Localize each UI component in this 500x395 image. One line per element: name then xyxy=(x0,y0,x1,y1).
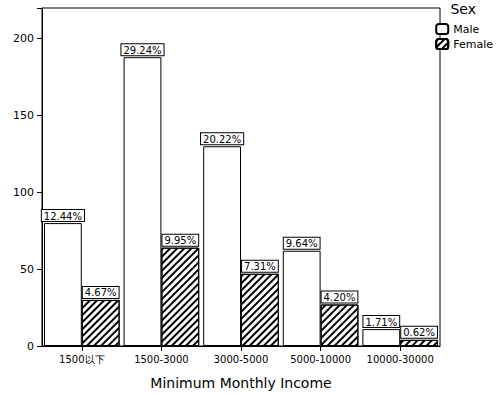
svg-text:200: 200 xyxy=(13,32,34,45)
svg-text:0.62%: 0.62% xyxy=(403,327,435,338)
svg-text:Sex: Sex xyxy=(450,1,476,17)
svg-text:1.71%: 1.71% xyxy=(365,317,397,328)
svg-text:7.31%: 7.31% xyxy=(244,261,276,272)
svg-text:Female: Female xyxy=(453,38,493,51)
svg-text:12.44%: 12.44% xyxy=(44,211,82,222)
svg-text:0: 0 xyxy=(27,340,34,353)
svg-text:1500以下: 1500以下 xyxy=(59,354,104,365)
svg-text:29.24%: 29.24% xyxy=(123,45,161,56)
svg-text:150: 150 xyxy=(13,109,34,122)
svg-text:Male: Male xyxy=(453,23,479,36)
svg-text:3000-5000: 3000-5000 xyxy=(214,354,269,365)
svg-text:50: 50 xyxy=(20,263,34,276)
svg-text:Minimum Monthly Income: Minimum Monthly Income xyxy=(150,375,331,391)
svg-text:100: 100 xyxy=(13,186,34,199)
svg-text:9.64%: 9.64% xyxy=(286,238,318,249)
svg-text:1500-3000: 1500-3000 xyxy=(134,354,189,365)
svg-text:4.20%: 4.20% xyxy=(324,292,356,303)
svg-text:4.67%: 4.67% xyxy=(85,287,117,298)
svg-text:10000-30000: 10000-30000 xyxy=(367,354,434,365)
svg-text:9.95%: 9.95% xyxy=(164,235,196,246)
svg-text:5000-10000: 5000-10000 xyxy=(290,354,351,365)
svg-text:20.22%: 20.22% xyxy=(203,134,241,145)
